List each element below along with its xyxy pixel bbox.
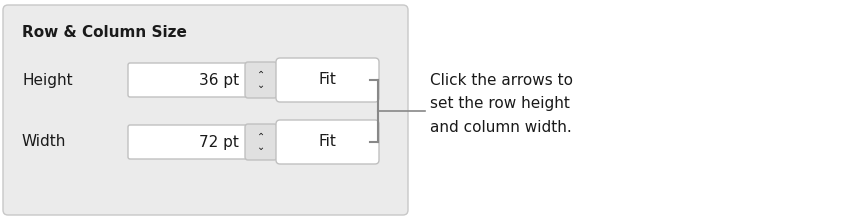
Text: Row & Column Size: Row & Column Size (22, 25, 187, 40)
FancyBboxPatch shape (245, 124, 277, 160)
Text: Fit: Fit (318, 73, 336, 87)
Text: Width: Width (22, 135, 67, 150)
FancyBboxPatch shape (276, 120, 379, 164)
Text: ⌃: ⌃ (257, 132, 265, 142)
Text: 36 pt: 36 pt (199, 73, 239, 87)
FancyBboxPatch shape (128, 125, 247, 159)
Text: ⌄: ⌄ (257, 80, 265, 90)
FancyBboxPatch shape (128, 63, 247, 97)
Text: ⌃: ⌃ (257, 70, 265, 80)
FancyBboxPatch shape (276, 58, 379, 102)
Text: 72 pt: 72 pt (199, 135, 239, 150)
Text: Fit: Fit (318, 135, 336, 150)
Text: Height: Height (22, 73, 73, 87)
FancyBboxPatch shape (3, 5, 408, 215)
FancyBboxPatch shape (245, 62, 277, 98)
Text: Click the arrows to
set the row height
and column width.: Click the arrows to set the row height a… (430, 73, 573, 135)
Text: ⌄: ⌄ (257, 142, 265, 152)
